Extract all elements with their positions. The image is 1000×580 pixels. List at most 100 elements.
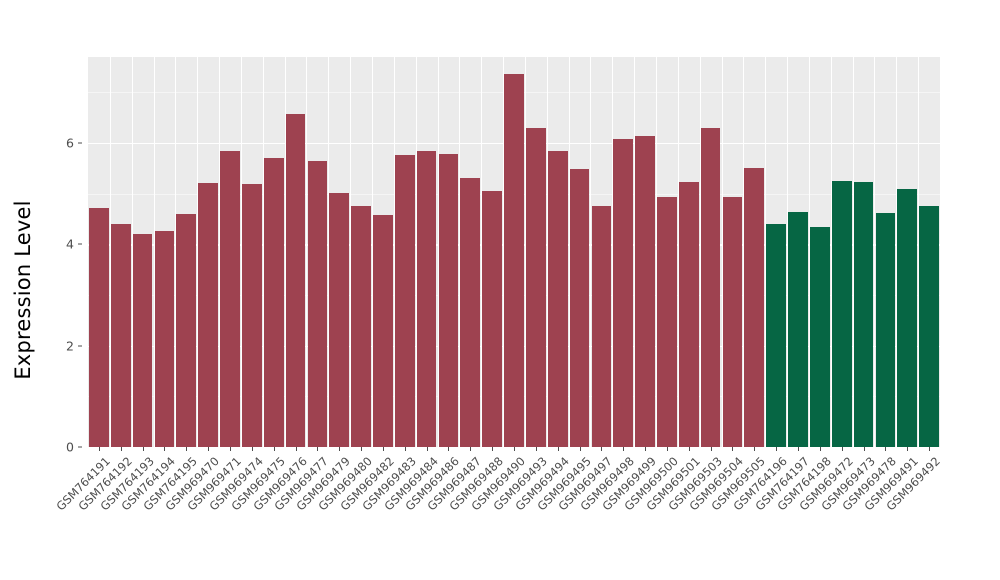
x-axis-tick-mark [492,447,494,451]
gridline-minor-x [656,57,657,447]
y-axis-tick-mark [78,345,82,347]
x-axis-tick-mark [382,447,384,451]
x-axis-tick-mark [339,447,341,451]
bar [569,168,590,447]
y-axis-tick-mark [78,142,82,144]
x-axis-tick-mark [514,447,515,451]
x-axis-tick-mark [361,447,363,451]
bar [744,167,765,447]
bar [635,135,655,447]
x-axis-tick-mark [688,447,690,451]
bar [154,230,175,447]
bar [329,193,350,447]
bar [526,128,546,447]
gridline-minor-x [109,57,111,447]
gridline-minor-x [874,57,876,447]
x-axis-tick-marks [88,447,940,452]
y-axis-tick-label: 0 [66,439,74,455]
bar [657,196,677,447]
bar [678,182,699,447]
bar [285,114,306,447]
x-axis-tick-mark [666,447,668,451]
plot-panel [88,57,940,447]
bar [416,151,437,447]
x-axis-tick-mark [535,447,537,451]
gridline-minor-x [437,57,439,447]
bar [810,226,830,447]
x-axis-tick-mark [819,447,821,451]
x-axis-tick-mark [120,447,122,451]
y-axis-tick-mark [78,243,82,245]
bar [919,206,939,447]
y-axis-tick-labels: 0 2 4 6 [46,57,82,455]
gridline-minor-x [612,57,614,447]
bar [263,158,284,447]
x-axis-tick-mark [601,447,603,451]
gridline-minor-x [131,57,133,447]
x-axis-tick-mark [404,447,406,451]
gridline-minor-x [459,57,461,447]
x-axis-tick-mark [448,447,450,451]
bar [176,213,197,447]
bar [875,213,896,447]
x-axis-tick-mark [732,447,734,451]
y-axis-tick-mark [78,446,82,448]
bar [831,181,852,447]
bar [482,190,502,447]
gridline-minor-x [765,57,767,447]
x-axis-tick-mark [273,447,275,451]
x-axis-tick-mark [230,447,231,451]
bar [460,177,481,447]
bar [89,208,109,447]
gridline-minor-x [219,57,221,447]
gridline-minor-x [481,57,483,447]
y-axis-title: Expression Level [11,200,35,380]
x-axis-tick-mark [208,447,210,451]
x-axis-tick-mark [470,447,472,451]
gridline-minor-x [503,57,505,447]
gridline-minor-x [677,57,679,447]
x-axis-tick-mark [929,447,931,451]
bar [766,224,786,447]
gridline-minor-x [896,57,898,447]
gridline-minor-x [372,57,373,447]
x-axis-tick-mark [142,447,144,451]
gridline-minor-x [743,57,745,447]
y-axis-tick-label: 6 [66,135,74,151]
x-axis-tick-mark [557,447,559,451]
bar [373,215,393,447]
gridline-minor-x [808,57,810,447]
gridline-minor-x [328,57,330,447]
bar [220,150,240,447]
x-axis-tick-mark [295,447,297,451]
x-axis-tick-mark [317,447,319,451]
gridline-minor-x [787,57,789,447]
x-axis-tick-mark [579,447,581,451]
bar [897,189,918,447]
bar [307,161,328,447]
x-axis-tick-labels: GSM764191 GSM764192 GSM764193 GSM764194 GSM7… [53,452,943,572]
gridline-minor-x [175,57,177,447]
x-axis-tick-mark [754,447,756,451]
y-axis-tick-label: 2 [66,338,74,354]
gridline-minor-x [721,57,723,447]
x-axis-tick-mark [841,447,843,451]
gridline-minor-x [415,57,417,447]
gridline-minor-x [634,57,636,447]
gridline-minor-x [262,57,264,447]
bar [132,233,153,447]
x-axis-tick-mark [798,447,799,451]
bar [351,205,371,447]
gridline-minor-x [197,57,199,447]
gridline-minor-x [830,57,832,447]
gridline-minor-x [284,57,286,447]
bar [242,184,262,447]
gridline-minor-x [852,57,854,447]
x-axis-tick-mark [186,447,188,451]
bar [438,153,459,447]
x-axis-tick-mark [776,447,778,451]
x-axis-tick-mark [251,447,253,451]
bar [504,73,524,447]
bar [394,154,415,447]
gridline-minor-x [306,57,308,447]
